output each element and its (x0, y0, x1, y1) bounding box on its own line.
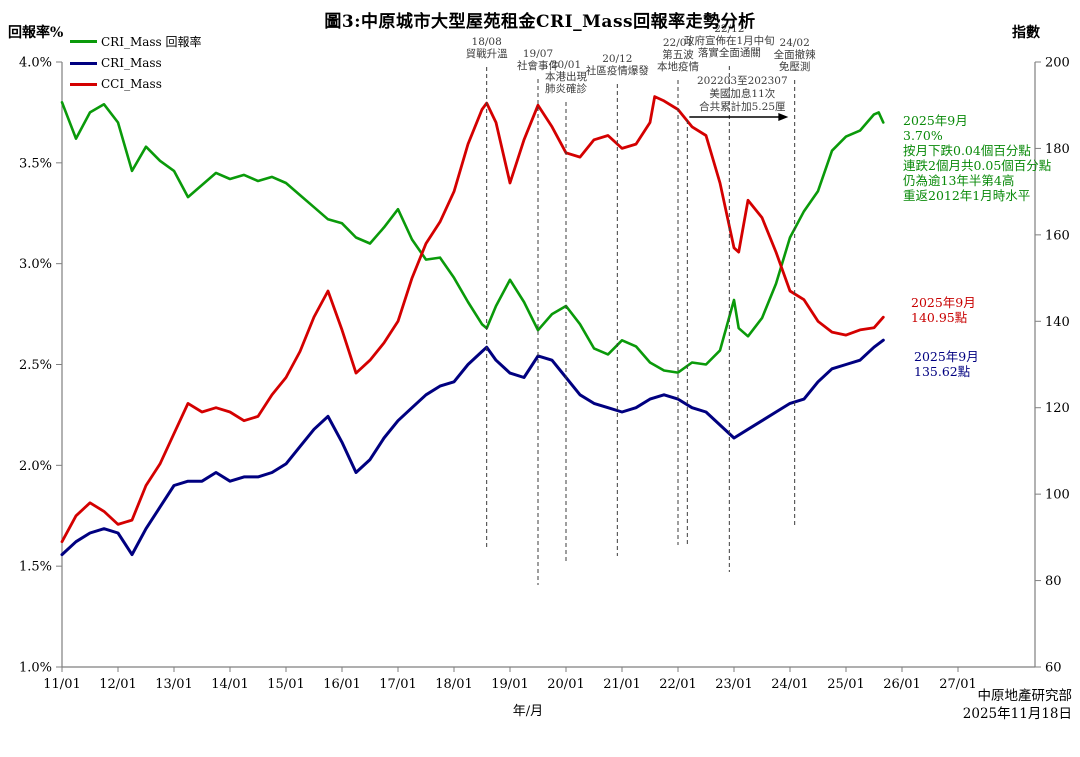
legend-swatch-red (70, 82, 97, 86)
legend-swatch-navy (70, 61, 97, 65)
legend-swatch-green (70, 40, 97, 43)
callout-line: 仍為逾13年半第4高 (903, 173, 1015, 188)
callout-line: 140.95點 (911, 310, 968, 325)
svg-text:合共累計加5.25厘: 合共累計加5.25厘 (699, 100, 786, 113)
callout-line: 2025年9月 (914, 349, 979, 364)
source-note: 中原地產研究部 2025年11月18日 (963, 687, 1072, 723)
svg-text:100: 100 (1045, 488, 1070, 503)
svg-text:18/08: 18/08 (472, 36, 502, 48)
callout-cri-latest: 2025年9月 135.62點 (914, 349, 979, 379)
svg-text:本地疫情: 本地疫情 (657, 60, 699, 73)
svg-text:落實全面通關: 落實全面通關 (698, 46, 761, 59)
svg-text:15/01: 15/01 (267, 677, 304, 692)
svg-text:14/01: 14/01 (211, 677, 248, 692)
svg-text:3.0%: 3.0% (19, 257, 52, 272)
legend-label: CRI_Mass 回報率 (101, 35, 202, 49)
svg-text:180: 180 (1045, 142, 1070, 157)
right-axis-title: 指數 (1012, 25, 1040, 41)
svg-text:80: 80 (1045, 574, 1062, 589)
callout-line: 3.70% (903, 128, 943, 143)
callout-line: 按月下跌0.04個百分點 (903, 143, 1031, 158)
svg-text:24/01: 24/01 (771, 677, 808, 692)
svg-text:2.0%: 2.0% (19, 459, 52, 474)
svg-text:24/02: 24/02 (780, 37, 810, 49)
svg-text:全面撤辣: 全面撤辣 (774, 48, 816, 61)
svg-text:2.5%: 2.5% (19, 358, 52, 373)
callout-line: 2025年9月 (903, 113, 968, 128)
x-axis-title: 年/月 (512, 704, 544, 719)
svg-text:27/01: 27/01 (939, 677, 976, 692)
svg-text:17/01: 17/01 (379, 677, 416, 692)
svg-text:1.0%: 1.0% (19, 661, 52, 676)
svg-text:60: 60 (1045, 661, 1062, 676)
legend-item-cri: CRI_Mass (70, 56, 162, 70)
svg-text:18/01: 18/01 (435, 677, 472, 692)
svg-text:23/01: 23/01 (715, 677, 752, 692)
svg-text:19/01: 19/01 (491, 677, 528, 692)
svg-text:20/01: 20/01 (551, 59, 581, 71)
svg-text:120: 120 (1045, 401, 1070, 416)
svg-text:202203至202307: 202203至202307 (697, 75, 788, 87)
svg-text:16/01: 16/01 (323, 677, 360, 692)
svg-text:本港出現: 本港出現 (545, 70, 587, 83)
left-axis-title: 回報率% (8, 25, 64, 41)
svg-text:4.0%: 4.0% (19, 56, 52, 71)
callout-cci-latest: 2025年9月 140.95點 (911, 295, 976, 325)
svg-text:肺炎確診: 肺炎確診 (545, 82, 587, 95)
svg-text:26/01: 26/01 (883, 677, 920, 692)
svg-text:11/01: 11/01 (43, 677, 80, 692)
svg-text:200: 200 (1045, 56, 1070, 71)
callout-cri-yield-latest: 2025年9月 3.70% 按月下跌0.04個百分點 連跌2個月共0.05個百分… (903, 113, 1051, 203)
svg-text:22/01: 22/01 (663, 37, 693, 49)
svg-text:政府宣佈在1月中旬: 政府宣佈在1月中旬 (684, 34, 775, 47)
svg-text:12/01: 12/01 (99, 677, 136, 692)
svg-text:160: 160 (1045, 228, 1070, 243)
svg-text:20/01: 20/01 (547, 677, 584, 692)
callout-line: 135.62點 (914, 364, 971, 379)
svg-text:22/12: 22/12 (714, 23, 744, 35)
svg-text:第五波: 第五波 (662, 48, 694, 61)
legend-label: CRI_Mass (101, 56, 162, 70)
svg-text:3.5%: 3.5% (19, 156, 52, 171)
source-date: 2025年11月18日 (962, 706, 1072, 722)
svg-text:貿戰升溫: 貿戰升溫 (466, 48, 508, 60)
chart-title: 圖3:中原城市大型屋苑租金CRI_Mass回報率走勢分析 (324, 12, 756, 32)
svg-text:社區疫情爆發: 社區疫情爆發 (586, 64, 649, 77)
legend-item-cci: CCI_Mass (70, 77, 162, 91)
callout-line: 連跌2個月共0.05個百分點 (903, 158, 1052, 173)
svg-text:20/12: 20/12 (602, 53, 632, 65)
legend-label: CCI_Mass (101, 77, 162, 91)
svg-text:140: 140 (1045, 315, 1070, 330)
svg-text:免壓測: 免壓測 (779, 60, 811, 73)
svg-text:美國加息11次: 美國加息11次 (709, 87, 775, 100)
svg-text:13/01: 13/01 (155, 677, 192, 692)
svg-text:社會事件: 社會事件 (517, 59, 559, 72)
svg-text:21/01: 21/01 (603, 677, 640, 692)
legend-item-cri-yield: CRI_Mass 回報率 (70, 33, 202, 50)
callout-line: 重返2012年1月時水平 (903, 188, 1031, 203)
callout-line: 2025年9月 (911, 295, 976, 310)
svg-text:1.5%: 1.5% (19, 560, 52, 575)
source-org: 中原地產研究部 (977, 688, 1073, 704)
svg-text:25/01: 25/01 (827, 677, 864, 692)
svg-text:19/07: 19/07 (523, 48, 553, 60)
svg-text:22/01: 22/01 (659, 677, 696, 692)
